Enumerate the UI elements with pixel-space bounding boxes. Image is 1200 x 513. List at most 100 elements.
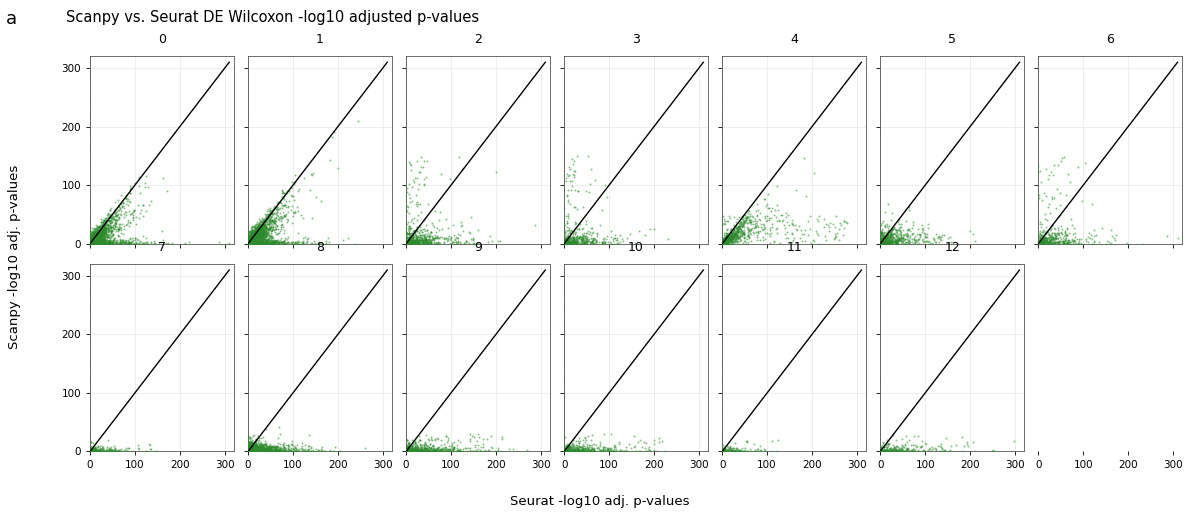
Point — [887, 445, 906, 453]
Point — [95, 236, 114, 244]
Point — [287, 443, 306, 451]
Point — [120, 189, 139, 198]
Point — [410, 441, 430, 449]
Point — [575, 444, 594, 452]
Point — [448, 239, 467, 247]
Point — [744, 224, 763, 232]
Point — [260, 445, 280, 453]
Point — [713, 240, 732, 248]
Point — [242, 234, 262, 242]
Point — [716, 239, 736, 247]
Point — [581, 165, 600, 173]
Point — [570, 220, 589, 228]
Point — [82, 240, 101, 248]
Point — [260, 209, 280, 218]
Point — [264, 238, 283, 246]
Point — [559, 239, 578, 247]
Point — [126, 239, 145, 247]
Point — [85, 233, 104, 241]
Point — [83, 233, 102, 241]
Point — [400, 232, 419, 240]
Point — [733, 214, 752, 223]
Point — [748, 231, 767, 239]
Point — [245, 443, 264, 451]
Point — [736, 437, 755, 445]
Point — [84, 238, 103, 246]
Point — [109, 213, 128, 222]
Point — [406, 439, 425, 447]
Point — [583, 234, 602, 242]
Point — [239, 447, 258, 455]
Point — [95, 232, 114, 241]
Point — [644, 436, 664, 444]
Point — [265, 443, 284, 451]
Point — [245, 231, 264, 239]
Point — [1058, 170, 1078, 178]
Point — [120, 239, 139, 247]
Point — [715, 240, 734, 248]
Point — [620, 230, 640, 238]
Point — [95, 227, 114, 235]
Point — [1045, 237, 1064, 245]
Point — [715, 235, 734, 244]
Point — [240, 236, 259, 244]
Point — [566, 446, 586, 455]
Point — [413, 447, 432, 455]
Point — [583, 239, 602, 247]
Point — [407, 240, 426, 248]
Point — [265, 447, 284, 455]
Point — [407, 444, 426, 452]
Point — [437, 447, 456, 455]
Point — [246, 224, 265, 232]
Point — [414, 443, 433, 451]
Point — [871, 234, 890, 243]
Point — [890, 228, 910, 236]
Point — [85, 238, 104, 246]
Point — [83, 238, 102, 246]
Point — [90, 237, 109, 245]
Point — [250, 240, 269, 248]
Point — [566, 447, 586, 455]
Point — [410, 443, 430, 451]
Point — [562, 439, 581, 447]
Point — [583, 236, 602, 245]
Point — [876, 208, 895, 216]
Point — [96, 227, 115, 235]
Point — [834, 216, 853, 225]
Point — [578, 432, 598, 440]
Point — [713, 441, 732, 449]
Point — [95, 235, 114, 243]
Point — [247, 228, 266, 236]
Point — [906, 443, 925, 451]
Point — [874, 239, 893, 247]
Point — [727, 224, 746, 232]
Point — [276, 210, 295, 218]
Point — [239, 438, 258, 446]
Point — [908, 432, 928, 440]
Point — [259, 226, 278, 234]
Point — [721, 240, 740, 248]
Point — [109, 240, 128, 248]
Point — [250, 232, 269, 240]
Point — [611, 230, 630, 239]
Point — [241, 230, 260, 239]
Point — [119, 238, 138, 246]
Point — [721, 235, 740, 243]
Point — [319, 233, 338, 242]
Point — [270, 238, 289, 246]
Point — [1062, 235, 1081, 244]
Point — [824, 234, 844, 243]
Point — [272, 238, 292, 246]
Point — [576, 232, 595, 241]
Point — [240, 235, 259, 244]
Point — [120, 234, 139, 243]
Point — [90, 233, 109, 242]
Point — [275, 211, 294, 220]
Point — [254, 446, 274, 455]
Point — [876, 447, 895, 455]
Point — [720, 234, 739, 243]
Point — [740, 211, 760, 220]
Point — [474, 446, 493, 455]
Point — [84, 238, 103, 246]
Point — [889, 444, 908, 452]
